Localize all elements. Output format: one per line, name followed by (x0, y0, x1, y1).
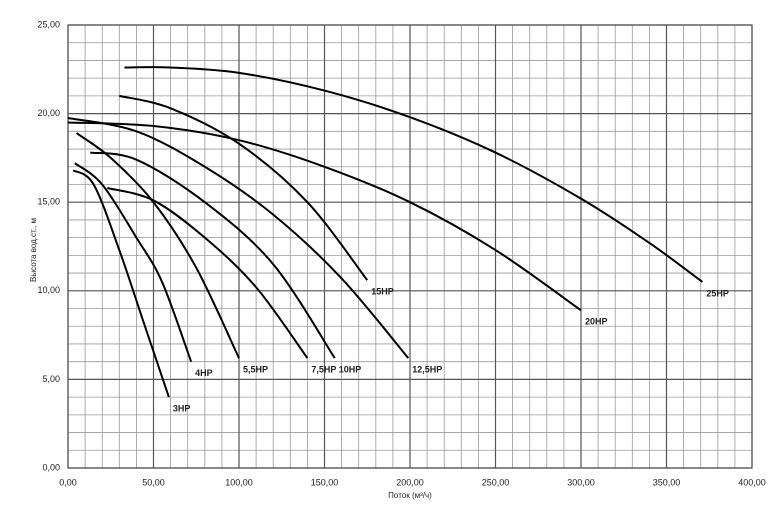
y-tick-label: 10,00 (37, 285, 60, 295)
plot-border (67, 24, 753, 469)
pump-curve (74, 162, 193, 363)
pump-curve (90, 151, 336, 359)
curve-label: 12,5HP (412, 365, 442, 375)
y-tick-label: 15,00 (37, 197, 60, 207)
x-tick-label: 100,00 (225, 477, 253, 487)
y-tick-label: 20,00 (37, 108, 60, 118)
curve-label: 20HP (585, 317, 608, 327)
x-tick-label: 250,00 (482, 477, 510, 487)
y-tick-label: 5,00 (42, 374, 60, 384)
curve-label: 10HP (339, 365, 362, 375)
pump-curve (72, 169, 170, 398)
pump-curve (107, 187, 309, 359)
pump-curve (119, 94, 369, 281)
curve-label: 4HP (195, 368, 213, 378)
curve-label: 3HP (173, 403, 191, 413)
x-tick-label: 200,00 (396, 477, 424, 487)
pump-curve (67, 121, 582, 312)
x-tick-label: 350,00 (653, 477, 681, 487)
curve-label: 25HP (706, 288, 729, 298)
pump-curve (75, 132, 240, 359)
x-axis-label: Поток (м³/ч) (388, 491, 432, 500)
y-axis-label: Высота вод.ст., м (29, 218, 38, 282)
x-tick-label: 150,00 (311, 477, 339, 487)
curve-label: 7,5HP (311, 365, 336, 375)
y-tick-label: 25,00 (37, 19, 60, 29)
curve-label: 5,5HP (243, 365, 268, 375)
x-tick-label: 0,00 (59, 477, 77, 487)
pump-curve (124, 66, 704, 283)
pump-curve (67, 117, 410, 359)
curve-label: 15HP (371, 287, 394, 297)
x-tick-label: 400,00 (738, 477, 766, 487)
y-tick-label: 0,00 (42, 462, 60, 472)
x-tick-label: 300,00 (567, 477, 595, 487)
x-tick-label: 50,00 (142, 477, 165, 487)
